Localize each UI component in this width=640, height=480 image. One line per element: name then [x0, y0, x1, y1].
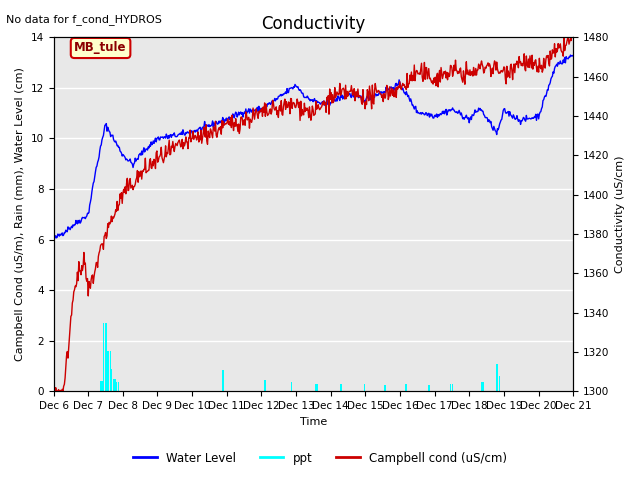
Text: MB_tule: MB_tule — [74, 41, 127, 55]
Legend: Water Level, ppt, Campbell cond (uS/cm): Water Level, ppt, Campbell cond (uS/cm) — [128, 447, 512, 469]
Title: Conductivity: Conductivity — [261, 15, 365, 33]
X-axis label: Time: Time — [300, 417, 327, 427]
Y-axis label: Campbell Cond (uS/m), Rain (mm), Water Level (cm): Campbell Cond (uS/m), Rain (mm), Water L… — [15, 67, 25, 361]
Text: No data for f_cond_HYDROS: No data for f_cond_HYDROS — [6, 14, 163, 25]
Y-axis label: Conductivity (uS/cm): Conductivity (uS/cm) — [615, 156, 625, 273]
